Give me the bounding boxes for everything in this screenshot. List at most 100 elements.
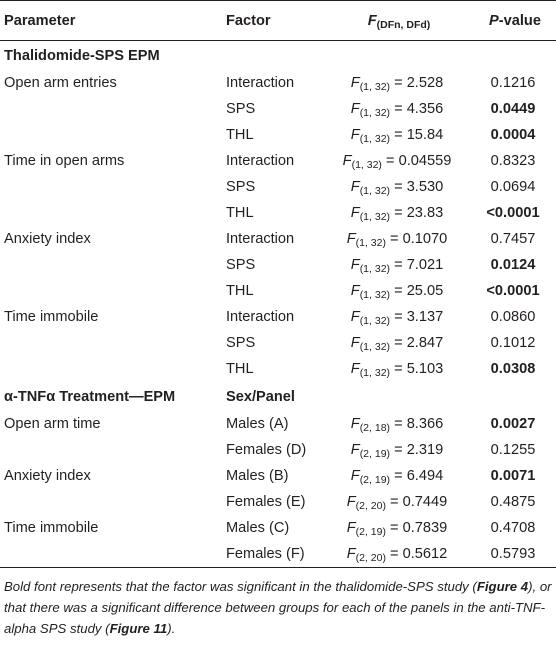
- factor-cell: THL: [226, 205, 254, 221]
- f-statistic-cell: F(2, 18) = 8.366: [324, 411, 470, 437]
- table-row: Females (E) F(2, 20) = 0.7449 0.4875: [0, 489, 556, 515]
- f-statistic-cell: F(1, 32) = 0.04559: [324, 148, 470, 174]
- f-statistic-cell: F(1, 32) = 2.847: [324, 330, 470, 356]
- p-value-cell: <0.0001: [486, 205, 540, 221]
- f-degrees-of-freedom: (2, 19): [359, 474, 391, 486]
- f-degrees-of-freedom: (1, 32): [359, 289, 391, 301]
- f-letter: F: [346, 520, 356, 536]
- parameter-cell: Time in open arms: [4, 153, 125, 169]
- f-degrees-of-freedom: (1, 32): [359, 315, 391, 327]
- f-letter: F: [342, 153, 352, 169]
- table-row: Time immobile Interaction F(1, 32) = 3.137…: [0, 304, 556, 330]
- f-letter: F: [350, 179, 360, 195]
- table-row: SPS F(1, 32) = 4.356 0.0449: [0, 96, 556, 122]
- f-degrees-of-freedom: (1, 32): [359, 185, 391, 197]
- p-value-cell: 0.1255: [490, 442, 536, 458]
- f-equals: =: [390, 179, 407, 195]
- f-value: 0.1070: [402, 231, 448, 247]
- factor-cell: Females (E): [226, 494, 306, 510]
- f-equals: =: [390, 283, 407, 299]
- f-statistic-cell: F(1, 32) = 15.84: [324, 122, 470, 148]
- parameter-cell: Time immobile: [4, 520, 99, 536]
- f-statistic-cell: F(1, 32) = 4.356: [324, 96, 470, 122]
- header-p-letter: P: [489, 12, 499, 29]
- section-empty-cell: [324, 382, 470, 411]
- table-body: Thalidomide-SPS EPM Open arm entries Inter…: [0, 41, 556, 568]
- f-equals: =: [390, 442, 407, 458]
- f-value: 4.356: [406, 101, 444, 117]
- factor-cell: SPS: [226, 101, 256, 117]
- footnote-part3: ).: [167, 621, 176, 636]
- parameter-cell: Open arm entries: [4, 75, 117, 91]
- f-value: 15.84: [406, 127, 444, 143]
- table-row: THL F(1, 32) = 25.05 <0.0001: [0, 278, 556, 304]
- header-p-value: P-value: [470, 0, 556, 41]
- f-letter: F: [346, 494, 356, 510]
- table-row: Time immobile Males (C) F(2, 19) = 0.7839 0…: [0, 515, 556, 541]
- f-letter: F: [350, 101, 360, 117]
- f-statistic-cell: F(2, 19) = 2.319: [324, 437, 470, 463]
- f-letter: F: [350, 416, 360, 432]
- f-equals: =: [390, 101, 407, 117]
- factor-cell: Interaction: [226, 153, 295, 169]
- p-value-cell: 0.0027: [490, 416, 536, 432]
- table-row: THL F(1, 32) = 15.84 0.0004: [0, 122, 556, 148]
- header-f-statistic: F(DFn, DFd): [324, 0, 470, 41]
- p-value-cell: 0.7457: [490, 231, 536, 247]
- f-value: 2.319: [406, 442, 444, 458]
- f-value: 6.494: [406, 468, 444, 484]
- parameter-cell-empty: [0, 252, 222, 278]
- f-equals: =: [390, 416, 407, 432]
- factor-cell: Males (C): [226, 520, 290, 536]
- f-degrees-of-freedom: (2, 18): [359, 422, 391, 434]
- f-degrees-of-freedom: (1, 32): [359, 211, 391, 223]
- f-equals: =: [386, 231, 403, 247]
- factor-cell: Females (F): [222, 541, 324, 568]
- f-value: 0.7449: [402, 494, 448, 510]
- f-equals: =: [390, 257, 407, 273]
- p-value-cell: 0.4708: [490, 520, 536, 536]
- f-letter: F: [350, 335, 360, 351]
- f-equals: =: [390, 468, 407, 484]
- f-degrees-of-freedom: (2, 20): [355, 552, 386, 564]
- section-title: Thalidomide-SPS EPM: [4, 47, 160, 64]
- section-title: α-TNFα Treatment—EPM: [4, 388, 176, 405]
- table-row: THL F(1, 32) = 5.103 0.0308: [0, 356, 556, 382]
- f-equals: =: [390, 361, 407, 377]
- parameter-cell-empty: [0, 174, 222, 200]
- f-value: 3.137: [406, 309, 444, 325]
- f-degrees-of-freedom: (2, 19): [355, 526, 386, 538]
- table-row: Females (F) F(2, 20) = 0.5612 0.5793: [0, 541, 556, 568]
- footnote-part2: ), or that there was a significant diffe…: [4, 579, 552, 636]
- f-letter: F: [346, 231, 356, 247]
- f-degrees-of-freedom: (1, 32): [359, 263, 391, 275]
- section-empty-cell: [470, 382, 556, 411]
- f-degrees-of-freedom: (1, 32): [359, 81, 391, 93]
- f-value: 23.83: [406, 205, 444, 221]
- p-value-cell: 0.4875: [490, 494, 536, 510]
- section-factor-header: Sex/Panel: [226, 388, 295, 405]
- f-value: 2.528: [406, 75, 444, 91]
- footnote-ref-figure11: Figure 11: [109, 621, 168, 636]
- p-value-cell: 0.1216: [490, 75, 536, 91]
- f-statistic-cell: F(2, 20) = 0.5612: [324, 541, 470, 568]
- f-statistic-cell: F(1, 32) = 2.528: [324, 70, 470, 96]
- p-value-cell: <0.0001: [486, 283, 540, 299]
- f-degrees-of-freedom: (2, 19): [359, 448, 391, 460]
- f-letter: F: [350, 205, 360, 221]
- table-row: Open arm time Males (A) F(2, 18) = 8.366 0.…: [0, 411, 556, 437]
- parameter-cell-empty: [0, 541, 222, 568]
- parameter-cell-empty: [0, 489, 222, 515]
- f-letter: F: [350, 75, 360, 91]
- parameter-cell-empty: [0, 330, 222, 356]
- f-degrees-of-freedom: (2, 20): [355, 500, 386, 512]
- section-factor-header: [222, 41, 324, 71]
- parameter-cell: Anxiety index: [4, 468, 91, 484]
- p-value-cell: 0.0449: [490, 101, 536, 117]
- footnote-part1: Bold font represents that the factor was…: [4, 579, 477, 594]
- factor-cell: SPS: [226, 335, 256, 351]
- parameter-cell-empty: [0, 200, 222, 226]
- f-equals: =: [390, 205, 407, 221]
- f-statistic-cell: F(2, 19) = 0.7839: [324, 515, 470, 541]
- f-degrees-of-freedom: (1, 32): [359, 367, 391, 379]
